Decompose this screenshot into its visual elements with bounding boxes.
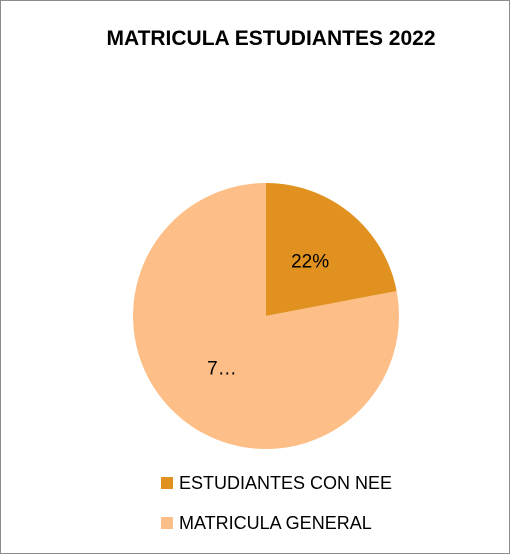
chart-title: MATRICULA ESTUDIANTES 2022 — [106, 27, 436, 50]
data-label: 7… — [207, 358, 237, 379]
legend-label: ESTUDIANTES CON NEE — [179, 473, 392, 493]
legend-swatch — [161, 517, 173, 529]
legend-label: MATRICULA GENERAL — [179, 513, 372, 533]
pie-slice — [133, 183, 400, 449]
data-label: 22% — [291, 252, 329, 273]
pie-slice — [266, 183, 397, 316]
legend-swatch — [161, 477, 173, 489]
